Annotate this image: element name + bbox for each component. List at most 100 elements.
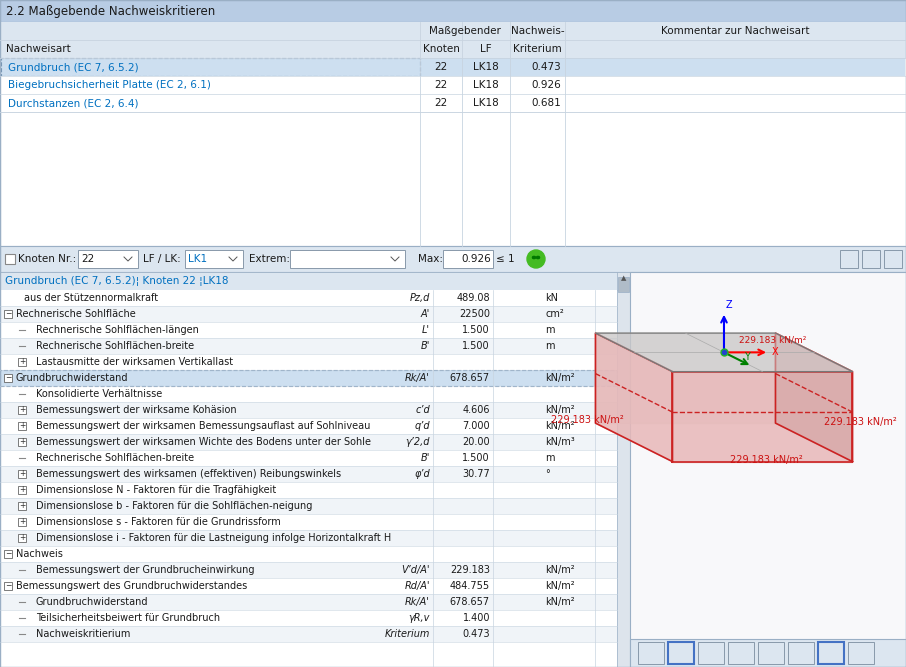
Text: Dimensionslose i - Faktoren für die Lastneigung infolge Horizontalkraft H: Dimensionslose i - Faktoren für die Last… — [36, 533, 391, 543]
Text: 0.681: 0.681 — [531, 98, 561, 108]
Text: Dimensionslose s - Faktoren für die Grundrissform: Dimensionslose s - Faktoren für die Grun… — [36, 517, 281, 527]
Text: Dimensionslose N - Faktoren für die Tragfähigkeit: Dimensionslose N - Faktoren für die Trag… — [36, 485, 276, 495]
Bar — [840, 250, 858, 268]
Text: Grundbruch (EC 7, 6.5.2)¦ Knoten 22 ¦LK18: Grundbruch (EC 7, 6.5.2)¦ Knoten 22 ¦LK1… — [5, 276, 228, 286]
Text: 0.473: 0.473 — [462, 629, 490, 639]
Bar — [18, 358, 26, 366]
Text: Durchstanzen (EC 2, 6.4): Durchstanzen (EC 2, 6.4) — [8, 98, 139, 108]
Bar — [18, 518, 26, 526]
Polygon shape — [595, 333, 776, 423]
Bar — [0, 246, 906, 272]
Text: Dimensionslose b - Faktoren für die Sohlflächen­neigung: Dimensionslose b - Faktoren für die Sohl… — [36, 501, 313, 511]
Text: Z: Z — [726, 300, 733, 310]
Text: Rechnerische Sohlflächen­breite: Rechnerische Sohlflächen­breite — [36, 453, 194, 463]
Text: LK1: LK1 — [188, 254, 207, 264]
Bar — [0, 290, 617, 306]
Text: 1.500: 1.500 — [462, 453, 490, 463]
Bar — [0, 466, 617, 482]
Text: kN/m³: kN/m³ — [545, 437, 574, 447]
Bar — [78, 250, 138, 268]
Bar — [0, 594, 617, 610]
Text: m: m — [545, 453, 554, 463]
Bar — [0, 578, 617, 594]
Text: A': A' — [420, 309, 430, 319]
Bar — [0, 514, 617, 530]
Bar — [0, 450, 617, 466]
Text: q’d: q’d — [414, 421, 430, 431]
Text: +: + — [19, 518, 25, 526]
Text: −: − — [5, 582, 11, 590]
Bar — [630, 272, 906, 667]
Bar — [185, 250, 243, 268]
Text: kN/m²: kN/m² — [545, 373, 574, 383]
Text: Nachweisart: Nachweisart — [6, 44, 71, 54]
Text: 0.926: 0.926 — [461, 254, 491, 264]
Bar — [862, 250, 880, 268]
Bar — [0, 306, 617, 322]
Text: Bemessungswert der wirksame Kohäsion: Bemessungswert der wirksame Kohäsion — [36, 405, 236, 415]
Bar — [0, 418, 617, 434]
Polygon shape — [672, 372, 853, 462]
Bar — [18, 486, 26, 494]
Text: Bemessungswert des Grundbruchwiderstandes: Bemessungswert des Grundbruchwiderstande… — [16, 581, 247, 591]
Bar — [18, 438, 26, 446]
Text: 484.755: 484.755 — [450, 581, 490, 591]
Text: −: − — [5, 550, 11, 558]
Bar — [0, 338, 617, 354]
Bar — [18, 406, 26, 414]
Bar — [4, 374, 12, 382]
Text: LF / LK:: LF / LK: — [143, 254, 181, 264]
Text: kN/m²: kN/m² — [545, 597, 574, 607]
Text: Rk/A': Rk/A' — [405, 373, 430, 383]
Text: +: + — [19, 502, 25, 510]
Text: m: m — [545, 325, 554, 335]
Bar — [0, 386, 617, 402]
Text: 4.606: 4.606 — [462, 405, 490, 415]
Bar — [290, 250, 405, 268]
Text: 678.657: 678.657 — [450, 597, 490, 607]
Text: Maßgebender: Maßgebender — [429, 26, 501, 36]
Circle shape — [527, 250, 545, 268]
Bar — [0, 0, 906, 22]
Text: 0.473: 0.473 — [531, 62, 561, 72]
Text: X: X — [772, 348, 778, 358]
Bar — [788, 642, 814, 664]
Text: cm²: cm² — [545, 309, 564, 319]
Bar — [0, 482, 617, 498]
Text: 229.183 kN/m²: 229.183 kN/m² — [729, 456, 803, 466]
Text: Biegebruchsicherheit Platte (EC 2, 6.1): Biegebruchsicherheit Platte (EC 2, 6.1) — [8, 80, 211, 90]
Bar — [1, 94, 905, 112]
Text: γR,v: γR,v — [409, 613, 430, 623]
Text: Max:: Max: — [418, 254, 443, 264]
Text: Rk/A': Rk/A' — [405, 597, 430, 607]
Text: Extrem:: Extrem: — [249, 254, 290, 264]
Text: °: ° — [545, 469, 550, 479]
Text: Grundbruchwiderstand: Grundbruchwiderstand — [16, 373, 129, 383]
Bar — [0, 370, 617, 386]
Bar — [0, 434, 617, 450]
Bar — [758, 642, 784, 664]
Text: Y: Y — [744, 352, 750, 362]
Polygon shape — [595, 333, 672, 462]
Text: kN/m²: kN/m² — [545, 565, 574, 575]
Text: 2.2 Maßgebende Nachweiskritieren: 2.2 Maßgebende Nachweiskritieren — [6, 5, 216, 17]
Text: Kommentar zur Nachweisart: Kommentar zur Nachweisart — [661, 26, 810, 36]
Bar — [5, 254, 15, 264]
Text: 678.657: 678.657 — [450, 373, 490, 383]
Text: 7.000: 7.000 — [462, 421, 490, 431]
Text: ≤ 1: ≤ 1 — [496, 254, 515, 264]
Bar — [884, 250, 902, 268]
Text: 30.77: 30.77 — [462, 469, 490, 479]
Bar — [0, 610, 617, 626]
Text: Bemessungswert der Grundbrucheinwirkung: Bemessungswert der Grundbrucheinwirkung — [36, 565, 255, 575]
Text: 22: 22 — [434, 80, 448, 90]
Bar — [0, 272, 630, 290]
Bar — [638, 642, 664, 664]
Bar — [0, 546, 617, 562]
Text: 1.500: 1.500 — [462, 325, 490, 335]
Text: Bemessungswert der wirksamen Wichte des Bodens unter der Sohle: Bemessungswert der wirksamen Wichte des … — [36, 437, 371, 447]
Text: V’d/A': V’d/A' — [401, 565, 430, 575]
Text: c’d: c’d — [415, 405, 430, 415]
Text: Knoten Nr.:: Knoten Nr.: — [18, 254, 76, 264]
Bar — [0, 354, 617, 370]
